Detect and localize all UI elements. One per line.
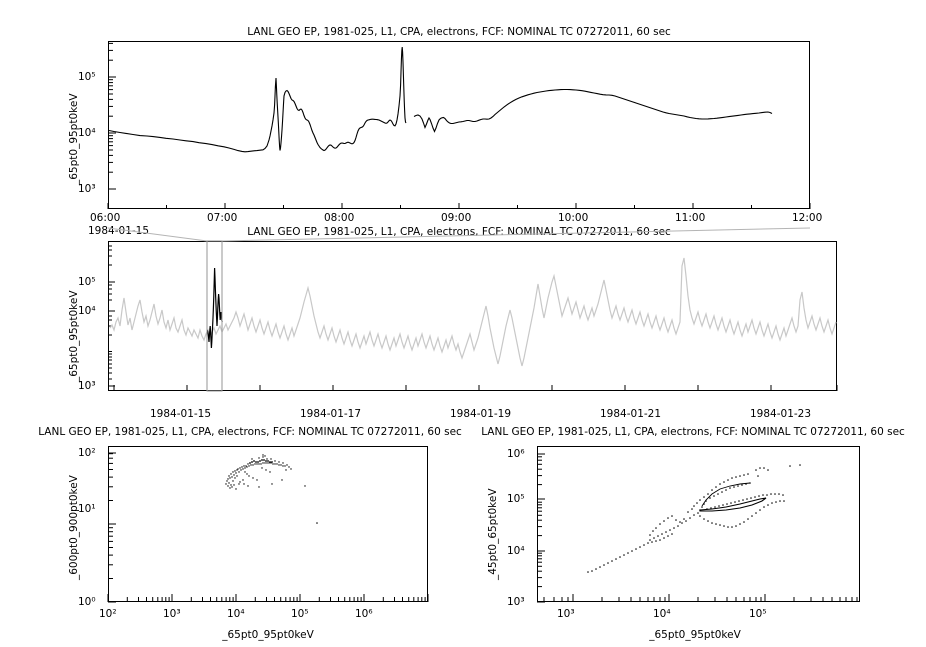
panel4-y-ticks	[537, 453, 545, 603]
panel2-ytick-2: 10⁵	[78, 276, 96, 288]
panel1-title: LANL GEO EP, 1981-025, L1, CPA, electron…	[247, 26, 671, 38]
panel2-zoom-box	[206, 240, 223, 392]
panel2-highlight-trace	[206, 267, 223, 349]
panel2-connector-lines	[107, 227, 811, 242]
panel1-data-segment-2	[413, 88, 773, 133]
panel2-xtick-0: 1984-01-15	[150, 408, 212, 420]
panel4-ytick-0: 10³	[507, 596, 525, 608]
panel2-x-ticks	[113, 385, 838, 391]
panel1-ytick-2: 10⁵	[78, 71, 96, 83]
panel1-xtick-0: 06:00	[90, 212, 121, 224]
panel4-xlabel: _65pt0_95pt0keV	[649, 629, 741, 641]
panel4-ytick-1: 10⁴	[507, 545, 525, 557]
panel2-ytick-1: 10⁴	[78, 305, 96, 317]
panel3-xtick-3: 10⁵	[291, 608, 309, 620]
panel1-data-segment-1	[108, 46, 407, 153]
panel4-loop-trace	[699, 497, 767, 512]
panel4-title: LANL GEO EP, 1981-025, L1, CPA, electron…	[481, 426, 905, 438]
panel3-y-ticks	[108, 452, 116, 603]
panel3-ytick-1: 10¹	[78, 503, 96, 515]
panel1-xtick-3: 09:00	[441, 212, 472, 224]
panel2-title: LANL GEO EP, 1981-025, L1, CPA, electron…	[247, 226, 671, 238]
panel2-xtick-1: 1984-01-17	[300, 408, 362, 420]
panel3-scatter-points	[225, 454, 318, 524]
panel1-date-caption: 1984-01-15	[88, 225, 150, 237]
panel2-xtick-2: 1984-01-19	[450, 408, 512, 420]
panel4-x-ticks	[543, 594, 858, 602]
panel1-xtick-6: 12:00	[792, 212, 823, 224]
panel3-title: LANL GEO EP, 1981-025, L1, CPA, electron…	[38, 426, 462, 438]
panel3-xtick-2: 10⁴	[227, 608, 245, 620]
panel4-ytick-3: 10⁶	[507, 448, 525, 460]
panel1-y-major-ticks	[108, 76, 116, 190]
panel4-xtick-1: 10⁴	[653, 608, 671, 620]
panel1-xtick-5: 11:00	[675, 212, 706, 224]
panel1-xtick-1: 07:00	[207, 212, 238, 224]
panel2-y-ticks	[108, 245, 115, 387]
panel1-y-minor-ticks	[108, 42, 113, 173]
panel3-xtick-0: 10²	[99, 608, 117, 620]
panel4-upper-arc	[701, 482, 751, 507]
panel2-ytick-0: 10³	[78, 380, 96, 392]
panel1-xtick-2: 08:00	[324, 212, 355, 224]
panel1-x-ticks	[107, 203, 811, 209]
panel3-xtick-4: 10⁶	[355, 608, 373, 620]
panel4-xtick-2: 10⁵	[749, 608, 767, 620]
panel3-x-ticks	[107, 594, 429, 602]
panel3-ytick-0: 10⁰	[78, 596, 96, 608]
panel1-ytick-0: 10³	[78, 183, 96, 195]
panel2-xtick-4: 1984-01-23	[750, 408, 812, 420]
panel3-ytick-2: 10²	[78, 447, 96, 459]
panel4-xtick-0: 10³	[557, 608, 575, 620]
panel2-context-trace	[109, 257, 837, 367]
panel3-xtick-1: 10³	[163, 608, 181, 620]
panel4-ytick-2: 10⁵	[507, 493, 525, 505]
panel3-xlabel: _65pt0_95pt0keV	[222, 629, 314, 641]
panel4-scatter-points	[587, 464, 801, 573]
panel1-xtick-4: 10:00	[558, 212, 589, 224]
panel2-xtick-3: 1984-01-21	[600, 408, 662, 420]
panel1-ytick-1: 10⁴	[78, 127, 96, 139]
